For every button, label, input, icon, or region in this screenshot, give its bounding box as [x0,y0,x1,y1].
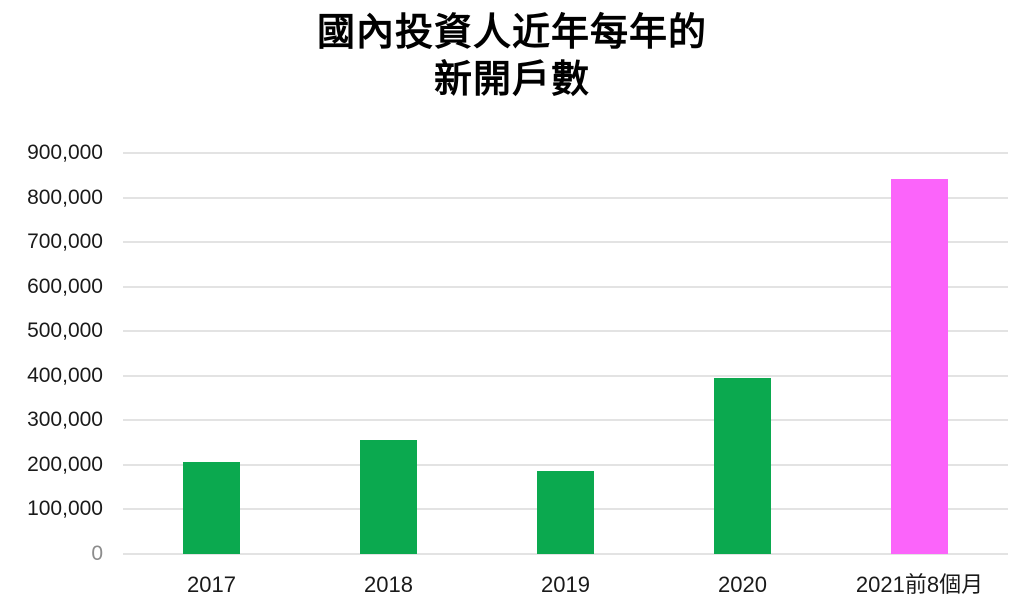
y-axis-tick-label: 600,000 [27,274,103,298]
x-axis: 2017 2018 2019 2020 2021前8個月 [123,570,1008,610]
bar-2020 [714,378,771,554]
bar-2017 [183,461,240,554]
gridline [123,374,1008,377]
y-axis-tick-label: 800,000 [27,185,103,209]
chart-title: 國內投資人近年每年的 新開戶數 [0,10,1024,104]
x-axis-category-label: 2019 [541,572,590,597]
x-axis-category-label: 2021前8個月 [855,572,984,597]
y-axis-tick-label: 400,000 [27,363,103,387]
y-axis-tick-label: 100,000 [27,497,103,521]
plot-area [123,153,1008,554]
y-axis-tick-label: 300,000 [27,408,103,432]
y-axis-tick-label: 900,000 [27,141,103,164]
gridline [123,196,1008,199]
gridline [123,419,1008,422]
y-axis-tick-label: 200,000 [27,452,103,476]
bar-2018 [360,439,417,554]
gridline [123,553,1008,555]
gridline [123,285,1008,288]
x-axis-category-label: 2017 [187,572,236,597]
y-axis: 0 100,000 200,000 300,000 400,000 500,000 600,… [0,142,103,565]
gridline [123,330,1008,333]
y-axis-tick-label: 0 [91,542,103,565]
gridline [123,241,1008,244]
y-axis-tick-label: 500,000 [27,319,103,343]
bar-2019 [537,470,594,554]
y-axis-tick-label: 700,000 [27,230,103,254]
chart-title-line1: 國內投資人近年每年的 [316,12,707,54]
bar-2021前8個月 [891,179,948,554]
x-axis-category-label: 2020 [718,572,767,597]
gridline [123,463,1008,466]
x-axis-category-label: 2018 [364,572,413,597]
chart-title-line2: 新開戶數 [433,59,590,101]
gridline [123,152,1008,154]
